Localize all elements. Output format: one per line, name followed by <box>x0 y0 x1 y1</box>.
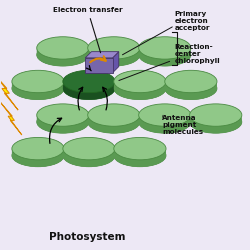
FancyBboxPatch shape <box>85 58 112 73</box>
Ellipse shape <box>37 37 89 59</box>
Text: Antenna
pigment
molecules: Antenna pigment molecules <box>162 115 203 135</box>
Text: Photosystem: Photosystem <box>50 232 126 242</box>
Polygon shape <box>37 48 89 66</box>
Ellipse shape <box>114 144 166 167</box>
Ellipse shape <box>37 111 89 133</box>
Polygon shape <box>139 115 191 133</box>
Ellipse shape <box>63 70 115 93</box>
Ellipse shape <box>165 70 217 93</box>
Ellipse shape <box>88 104 140 126</box>
Polygon shape <box>88 115 140 133</box>
Ellipse shape <box>12 77 64 100</box>
Ellipse shape <box>139 104 191 126</box>
Ellipse shape <box>139 44 191 66</box>
Ellipse shape <box>190 104 242 126</box>
Polygon shape <box>85 52 119 58</box>
Ellipse shape <box>37 104 89 126</box>
Ellipse shape <box>165 77 217 100</box>
Polygon shape <box>63 82 115 100</box>
Ellipse shape <box>63 144 115 167</box>
Ellipse shape <box>139 37 191 59</box>
Polygon shape <box>12 148 64 167</box>
Text: Primary
electron
acceptor: Primary electron acceptor <box>175 10 210 30</box>
Ellipse shape <box>114 77 166 100</box>
Polygon shape <box>88 48 140 66</box>
Polygon shape <box>114 148 166 167</box>
Polygon shape <box>63 148 115 167</box>
Polygon shape <box>114 82 166 100</box>
Ellipse shape <box>63 138 115 160</box>
Polygon shape <box>112 52 119 73</box>
Ellipse shape <box>12 70 64 93</box>
Ellipse shape <box>114 138 166 160</box>
Ellipse shape <box>88 37 140 59</box>
Text: Reaction-
center
chlorophyll: Reaction- center chlorophyll <box>175 44 220 64</box>
Polygon shape <box>0 73 18 110</box>
Polygon shape <box>190 115 242 133</box>
Polygon shape <box>165 82 217 100</box>
Polygon shape <box>12 82 64 100</box>
Polygon shape <box>37 115 89 133</box>
Ellipse shape <box>139 111 191 133</box>
Ellipse shape <box>63 77 115 100</box>
Ellipse shape <box>37 44 89 66</box>
Ellipse shape <box>88 111 140 133</box>
Ellipse shape <box>88 44 140 66</box>
Ellipse shape <box>114 70 166 93</box>
Ellipse shape <box>12 138 64 160</box>
Ellipse shape <box>12 144 64 167</box>
Polygon shape <box>1 102 22 135</box>
Polygon shape <box>139 48 191 66</box>
Text: Electron transfer: Electron transfer <box>53 7 122 53</box>
Ellipse shape <box>190 111 242 133</box>
